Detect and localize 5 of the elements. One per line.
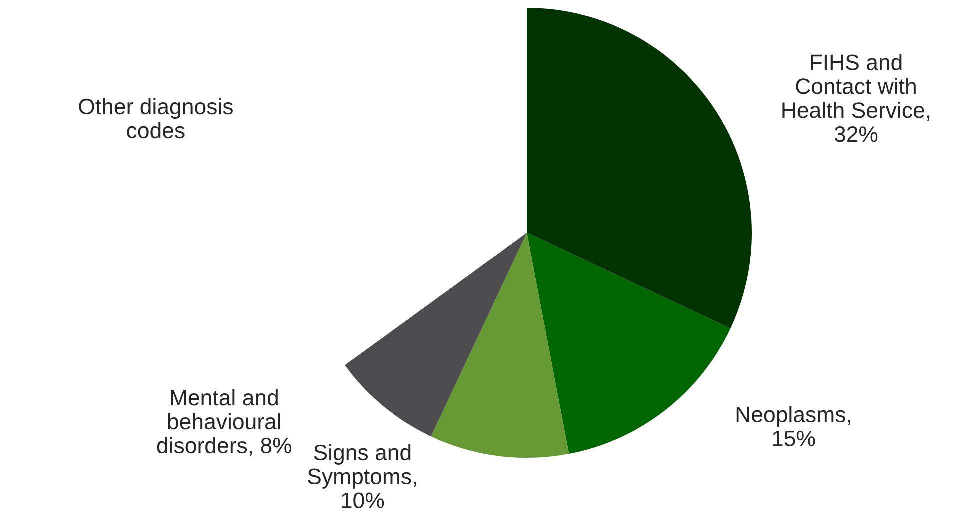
slice-label: Other diagnosis codes (79, 98, 233, 139)
slice-label: FIHS and Contact with Health Service, 32% (782, 54, 930, 142)
slice-label: Neoplasms, 15% (736, 406, 850, 446)
slice-label: Mental and behavioural disorders, 8% (157, 389, 292, 456)
slice-label: Signs and Symptoms, 10% (308, 444, 416, 508)
